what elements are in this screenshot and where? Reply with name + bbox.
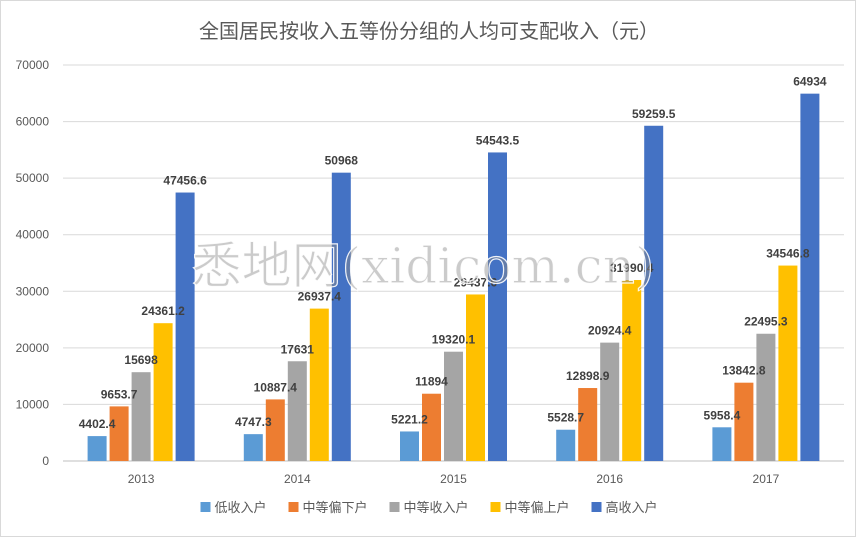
y-axis-ticks: 0 10000 20000 30000 40000 50000 60000 70000 [16,58,50,468]
x-tick-label: 2017 [753,472,780,486]
x-tick-label: 2013 [128,472,155,486]
bar [287,361,307,461]
legend: 低收入户 中等偏下户 中等收入户 中等偏上户 高收入户 [200,500,658,516]
data-label: 47456.6 [163,174,207,188]
data-label: 13842.8 [722,364,766,378]
bar [175,192,195,461]
y-tick-label: 0 [42,454,49,468]
data-label: 34546.8 [766,247,810,261]
legend-label: 中等偏下户 [303,500,368,516]
data-label: 26937.4 [298,290,342,304]
bar [556,429,576,461]
chart-title: 全国居民按收入五等份分组的人均可支配收入（元） [199,19,659,43]
data-label: 11894 [415,375,448,389]
bar [243,434,263,461]
y-tick-label: 30000 [16,284,50,298]
y-tick-label: 70000 [16,58,50,72]
data-label: 64934 [793,75,827,89]
bar [109,406,129,461]
data-label: 50968 [325,154,359,168]
data-label: 10887.4 [254,380,298,394]
data-label: 31990.4 [610,261,654,275]
data-label: 59259.5 [632,107,676,121]
bar [800,93,820,461]
bar [778,265,798,461]
data-label: 24361.2 [141,304,185,318]
bar [422,393,441,461]
x-tick-label: 2014 [284,472,311,486]
data-label: 20924.4 [588,324,632,338]
bar [734,382,754,461]
bar [331,172,351,461]
bar [488,152,507,461]
bar [153,323,173,461]
legend-label: 低收入户 [215,500,267,516]
data-label: 4747.3 [235,415,272,429]
watermark: 悉地网(xidicom.cn) [192,237,655,295]
bars [87,93,820,461]
data-label: 12898.9 [566,369,610,383]
y-tick-label: 50000 [16,171,50,185]
bar [87,436,107,461]
legend-label: 中等收入户 [404,500,469,516]
y-tick-label: 40000 [16,228,50,242]
x-tick-label: 2016 [596,472,623,486]
y-tick-label: 10000 [16,397,50,411]
data-label: 9653.7 [101,387,138,401]
bar [265,399,285,461]
x-tick-label: 2015 [440,472,467,486]
data-label: 5528.7 [547,411,584,425]
bar [600,342,620,461]
bar [444,351,463,461]
data-label: 22495.3 [744,315,788,329]
bar [466,294,485,461]
data-label: 54543.5 [476,133,520,147]
data-label: 5221.2 [391,412,428,426]
bar [712,427,732,461]
y-tick-label: 20000 [16,341,50,355]
legend-swatch [389,502,400,512]
bar [131,372,151,461]
x-axis-ticks: 2013 2014 2015 2016 2017 [128,472,780,486]
bar [578,388,598,461]
data-label: 15698 [124,353,158,367]
data-label: 17631 [281,342,315,356]
legend-swatch [591,502,602,512]
bar [644,125,664,461]
legend-swatch [200,502,211,512]
bar [309,308,329,461]
data-label: 4402.4 [79,417,116,431]
data-labels: 4402.4 9653.7 15698 24361.2 47456.6 4747.3 108… [79,75,827,431]
bar [756,333,776,461]
legend-swatch [288,502,299,512]
y-tick-label: 60000 [16,115,50,129]
data-label: 29437.6 [454,275,498,289]
data-label: 5958.4 [704,408,741,422]
legend-swatch [490,502,501,512]
legend-label: 中等偏上户 [505,500,570,516]
legend-label: 高收入户 [606,500,658,516]
data-label: 19320.1 [432,333,476,347]
bar [622,280,642,461]
bar [400,431,419,461]
